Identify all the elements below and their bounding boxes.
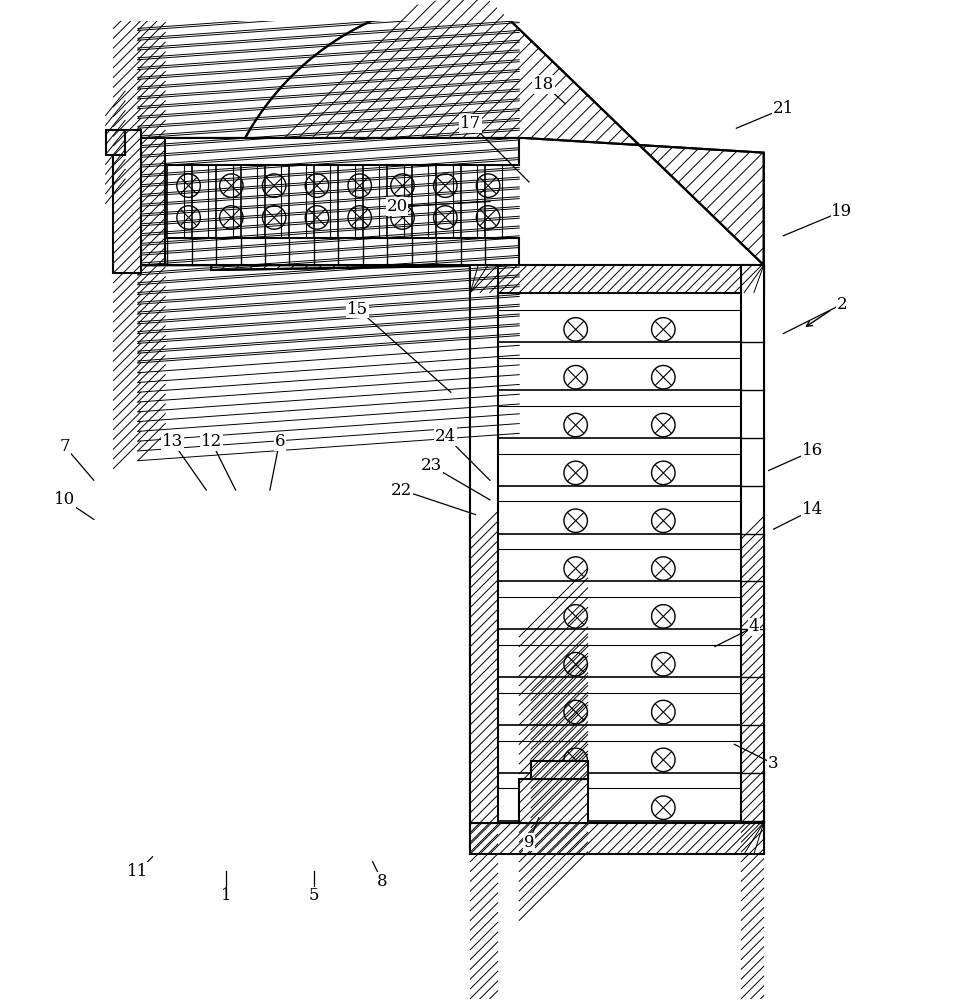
Text: 4: 4 (748, 618, 759, 635)
PathPatch shape (138, 0, 764, 270)
Bar (114, 130, 141, 273)
Text: 24: 24 (435, 428, 457, 445)
Text: 18: 18 (533, 76, 554, 93)
Text: 15: 15 (347, 301, 368, 318)
Text: 17: 17 (460, 115, 481, 132)
Bar (519, 779, 588, 823)
Text: 23: 23 (421, 457, 442, 474)
Text: 20: 20 (387, 198, 407, 215)
Bar (167, 165, 509, 238)
Bar (138, 238, 519, 265)
Bar (138, 138, 519, 165)
Text: 14: 14 (802, 501, 823, 518)
Bar (531, 761, 588, 779)
Text: 5: 5 (309, 887, 319, 904)
Bar (106, 130, 125, 155)
Text: 13: 13 (161, 433, 183, 450)
Text: 8: 8 (377, 873, 388, 890)
Text: 6: 6 (274, 433, 285, 450)
Bar (470, 265, 498, 823)
Bar (138, 138, 165, 265)
Text: 22: 22 (392, 482, 412, 499)
Text: 9: 9 (524, 834, 535, 851)
Text: 11: 11 (127, 863, 149, 880)
Text: 3: 3 (768, 755, 779, 772)
Text: 10: 10 (53, 491, 75, 508)
Text: 21: 21 (773, 100, 794, 117)
Text: 16: 16 (802, 442, 823, 459)
Bar (742, 265, 764, 823)
Text: 19: 19 (831, 203, 852, 220)
Bar (470, 265, 764, 293)
Text: 1: 1 (221, 887, 231, 904)
Text: 2: 2 (837, 296, 848, 313)
Text: 12: 12 (200, 433, 222, 450)
Text: 7: 7 (59, 438, 70, 455)
Bar (470, 823, 764, 854)
